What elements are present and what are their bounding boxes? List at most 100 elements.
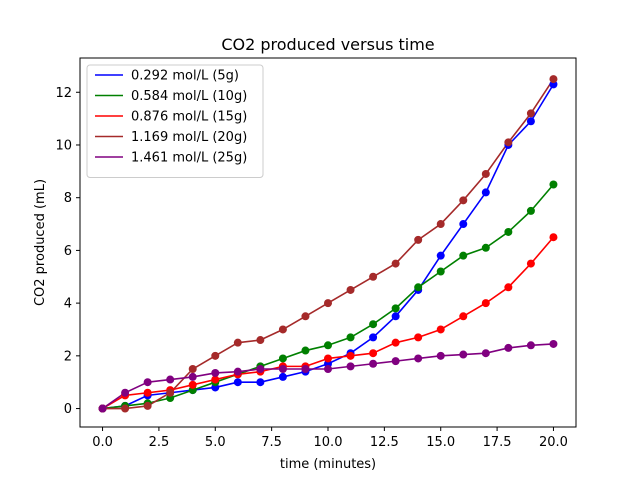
data-point-s3-6 <box>233 338 242 347</box>
data-point-s3-10 <box>324 299 332 308</box>
data-point-s1-14 <box>414 283 423 292</box>
data-point-s3-13 <box>391 259 400 268</box>
data-point-s4-9 <box>301 365 310 374</box>
data-point-s4-19 <box>526 341 535 350</box>
x-tick-label: 5.0 <box>205 435 226 450</box>
legend: 0.292 mol/L (5g) 0.584 mol/L (10g) 0.876 m… <box>86 64 264 178</box>
x-tick-label: 0.0 <box>92 435 113 450</box>
data-point-s3-11 <box>346 285 355 294</box>
data-point-s0-7 <box>256 378 265 387</box>
data-point-s4-8 <box>278 365 287 374</box>
data-point-s0-19 <box>526 117 535 126</box>
data-point-s2-18 <box>504 283 513 292</box>
legend-box <box>86 64 264 178</box>
x-tick-label: 10.0 <box>314 435 343 450</box>
data-point-s4-20 <box>549 339 558 348</box>
x-tick-label: 20.0 <box>539 435 568 450</box>
data-point-s1-9 <box>301 346 310 355</box>
data-point-s1-10 <box>324 341 332 350</box>
data-point-s4-18 <box>504 343 513 352</box>
data-point-s3-19 <box>526 109 535 118</box>
y-axis-label: CO2 produced (mL) <box>33 179 48 306</box>
data-point-s2-13 <box>391 338 400 347</box>
data-point-s0-17 <box>481 188 490 197</box>
data-point-s4-2 <box>143 378 152 387</box>
data-point-s1-12 <box>369 320 378 329</box>
data-point-s1-17 <box>481 243 490 252</box>
data-point-s0-15 <box>436 251 445 260</box>
x-axis: 0.0 2.5 5.0 7.5 10.0 12.5 15.0 17.5 20.0 <box>92 427 568 450</box>
legend-label-0: 0.292 mol/L (5g) <box>131 69 239 84</box>
y-tick-label: 0 <box>64 402 72 417</box>
x-axis-label: time (minutes) <box>280 457 376 472</box>
data-point-s3-4 <box>188 365 197 374</box>
data-point-s3-1 <box>121 404 130 413</box>
data-point-s4-0 <box>98 404 107 413</box>
y-axis: 0 2 4 6 8 10 12 <box>55 86 80 417</box>
data-point-s4-7 <box>256 365 265 374</box>
data-point-s0-13 <box>391 312 400 321</box>
data-point-s1-19 <box>526 206 535 215</box>
data-point-s2-4 <box>188 380 197 389</box>
data-point-s3-12 <box>369 272 378 281</box>
legend-label-3: 1.169 mol/L (20g) <box>131 130 247 145</box>
data-point-s0-6 <box>233 378 242 387</box>
data-point-s0-16 <box>459 220 468 229</box>
data-point-s4-3 <box>166 375 175 384</box>
data-point-s4-10 <box>324 365 332 374</box>
data-point-s2-14 <box>414 333 423 342</box>
data-point-s2-19 <box>526 259 535 268</box>
data-point-s3-16 <box>459 196 468 205</box>
data-point-s2-20 <box>549 233 558 242</box>
data-point-s4-6 <box>233 367 242 376</box>
x-tick-label: 12.5 <box>370 435 399 450</box>
data-point-s3-9 <box>301 312 310 321</box>
data-point-s3-5 <box>211 351 220 360</box>
data-point-s0-12 <box>369 333 378 342</box>
data-point-s3-8 <box>278 325 287 334</box>
data-point-s3-2 <box>143 401 152 410</box>
x-tick-label: 15.0 <box>426 435 455 450</box>
x-tick-label: 2.5 <box>149 435 170 450</box>
data-point-s3-18 <box>504 138 513 147</box>
data-point-s3-7 <box>256 336 265 345</box>
legend-label-1: 0.584 mol/L (10g) <box>131 89 247 104</box>
y-tick-label: 8 <box>64 191 72 206</box>
data-point-s4-11 <box>346 362 355 371</box>
data-point-s1-8 <box>278 354 287 363</box>
data-point-s4-16 <box>459 350 468 359</box>
x-tick-label: 7.5 <box>261 435 282 450</box>
data-point-s0-8 <box>278 372 287 381</box>
data-point-s2-2 <box>143 388 152 397</box>
data-point-s3-3 <box>166 388 175 397</box>
y-tick-label: 12 <box>55 86 72 101</box>
y-tick-label: 4 <box>64 297 72 312</box>
data-point-s1-18 <box>504 227 513 236</box>
data-point-s1-15 <box>436 267 445 276</box>
data-point-s4-15 <box>436 351 445 360</box>
y-tick-label: 2 <box>64 349 72 364</box>
data-point-s4-5 <box>211 368 220 377</box>
legend-label-4: 1.461 mol/L (25g) <box>131 151 247 166</box>
data-point-s3-17 <box>481 169 490 178</box>
data-point-s2-10 <box>324 354 332 363</box>
y-tick-label: 10 <box>55 138 72 153</box>
y-tick-label: 6 <box>64 244 72 259</box>
data-point-s3-14 <box>414 235 423 244</box>
data-point-s1-11 <box>346 333 355 342</box>
data-point-s4-13 <box>391 357 400 366</box>
legend-label-2: 0.876 mol/L (15g) <box>131 110 247 125</box>
data-point-s4-14 <box>414 354 423 363</box>
chart-title: CO2 produced versus time <box>221 35 434 54</box>
data-point-s2-16 <box>459 312 468 321</box>
data-point-s1-16 <box>459 251 468 260</box>
data-point-s3-15 <box>436 220 445 229</box>
data-point-s1-13 <box>391 304 400 313</box>
data-point-s4-12 <box>369 359 378 368</box>
data-point-s2-12 <box>369 349 378 358</box>
data-point-s2-17 <box>481 299 490 308</box>
data-point-s2-15 <box>436 325 445 334</box>
data-point-s3-20 <box>549 75 558 84</box>
data-point-s4-4 <box>188 372 197 381</box>
